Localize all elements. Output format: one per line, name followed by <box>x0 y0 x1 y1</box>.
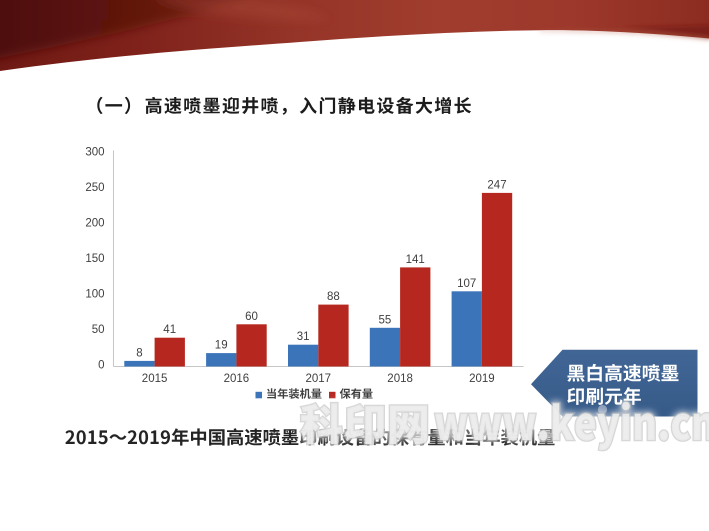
svg-text:300: 300 <box>85 147 104 159</box>
svg-text:100: 100 <box>85 289 104 301</box>
svg-text:107: 107 <box>457 278 476 290</box>
svg-text:50: 50 <box>92 324 105 336</box>
svg-text:141: 141 <box>406 254 425 266</box>
svg-text:60: 60 <box>245 311 258 323</box>
svg-text:150: 150 <box>85 253 104 265</box>
svg-text:2018: 2018 <box>387 373 413 385</box>
svg-text:247: 247 <box>487 179 506 191</box>
svg-text:31: 31 <box>297 331 310 343</box>
svg-text:2019: 2019 <box>469 373 495 385</box>
svg-text:19: 19 <box>215 340 228 352</box>
svg-text:8: 8 <box>136 347 142 359</box>
svg-text:88: 88 <box>327 291 340 303</box>
svg-text:41: 41 <box>163 324 176 336</box>
svg-text:0: 0 <box>98 360 104 372</box>
svg-text:2015: 2015 <box>142 373 168 385</box>
svg-text:200: 200 <box>85 218 104 230</box>
svg-text:2016: 2016 <box>224 373 250 385</box>
svg-text:250: 250 <box>85 182 104 194</box>
svg-text:2017: 2017 <box>306 373 332 385</box>
svg-text:55: 55 <box>379 314 392 326</box>
